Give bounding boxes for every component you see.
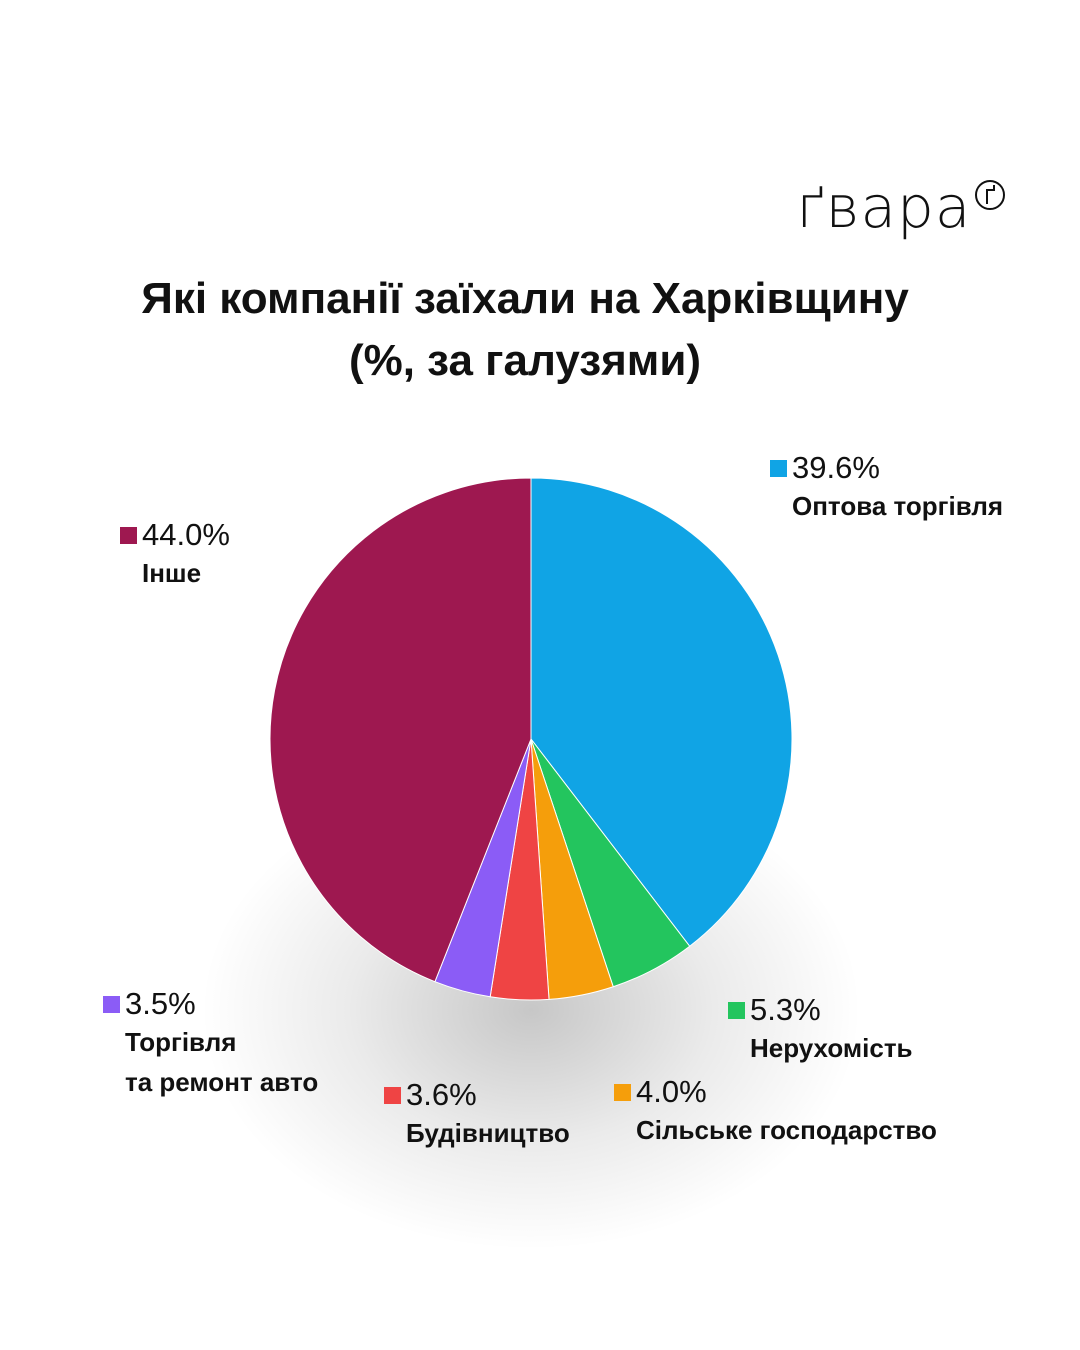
slice-percent: 5.3%: [750, 992, 821, 1027]
legend-swatch: [614, 1083, 631, 1101]
pie-slice-0: [530, 477, 793, 947]
legend-swatch: [770, 459, 787, 477]
legend-swatch: [384, 1086, 401, 1104]
circled-g-icon: [975, 180, 1006, 210]
slice-percent: 44.0%: [142, 517, 230, 552]
slice-name: Нерухомість: [750, 1033, 913, 1063]
slice-pct-row: 4.0%: [614, 1074, 937, 1110]
slice-name: Торгівля: [125, 1027, 237, 1057]
slice-name: Сільське господарство: [636, 1115, 937, 1145]
slice-label-3: 3.6% Будівництво: [384, 1077, 570, 1153]
slice-label-0: 39.6% Оптова торгівля: [770, 450, 1003, 526]
slice-label-5: 44.0% Інше: [120, 517, 230, 593]
logo-text: ґвара: [796, 173, 972, 241]
chart-title: Які компанії заїхали на Харківщину (%, з…: [0, 268, 1050, 392]
slice-name: Оптова торгівля: [792, 491, 1004, 521]
slice-pct-row: 39.6%: [770, 450, 1003, 486]
slice-label-1: 5.3% Нерухомість: [728, 992, 913, 1068]
slice-pct-row: 3.6%: [384, 1077, 570, 1113]
pie-slice-5: [269, 477, 532, 983]
slice-label-2: 4.0% Сільське господарство: [614, 1074, 937, 1150]
slice-label-4: 3.5% Торгівля та ремонт авто: [103, 986, 318, 1102]
slice-pct-row: 5.3%: [728, 992, 913, 1028]
slice-pct-row: 44.0%: [120, 517, 230, 553]
legend-swatch: [103, 995, 120, 1013]
chart-title-line-1: Які компанії заїхали на Харківщину: [141, 274, 909, 323]
slice-percent: 3.5%: [125, 986, 196, 1021]
chart-title-line-2: (%, за галузями): [348, 336, 702, 385]
legend-swatch: [120, 526, 137, 544]
slice-pct-row: 3.5%: [103, 986, 318, 1022]
slice-name: Інше: [142, 558, 202, 588]
slice-name: та ремонт авто: [125, 1067, 319, 1097]
slice-percent: 4.0%: [636, 1074, 707, 1109]
pie-slices: [269, 477, 793, 1001]
slice-percent: 3.6%: [406, 1077, 477, 1112]
brand-logo: ґвара: [796, 173, 1006, 241]
legend-swatch: [728, 1001, 745, 1019]
slice-name: Будівництво: [406, 1118, 570, 1148]
slice-percent: 39.6%: [792, 450, 880, 485]
